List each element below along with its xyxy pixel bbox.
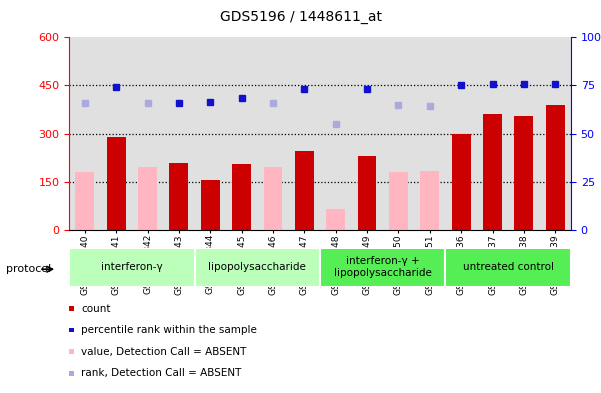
Bar [69, 248, 195, 287]
Bar [546, 105, 565, 230]
Text: lipopolysaccharide: lipopolysaccharide [209, 262, 307, 272]
Bar [232, 164, 251, 230]
Text: untreated control: untreated control [463, 262, 554, 272]
Text: percentile rank within the sample: percentile rank within the sample [81, 325, 257, 335]
Text: value, Detection Call = ABSENT: value, Detection Call = ABSENT [81, 347, 247, 357]
Bar [421, 171, 439, 230]
Bar [75, 172, 94, 230]
Text: rank, Detection Call = ABSENT: rank, Detection Call = ABSENT [81, 368, 242, 378]
Bar [483, 114, 502, 230]
Bar [358, 156, 376, 230]
Text: interferon-γ: interferon-γ [101, 262, 163, 272]
Bar [195, 248, 320, 287]
Bar [138, 167, 157, 230]
Bar [452, 134, 471, 230]
Bar [514, 116, 533, 230]
Text: protocol: protocol [6, 264, 51, 274]
Text: interferon-γ +
lipopolysaccharide: interferon-γ + lipopolysaccharide [334, 257, 432, 278]
Bar [264, 167, 282, 230]
Bar [107, 137, 126, 230]
Bar [389, 172, 408, 230]
Bar [201, 180, 220, 230]
Text: count: count [81, 303, 111, 314]
Bar [295, 151, 314, 230]
Bar [326, 209, 345, 230]
Bar [445, 248, 571, 287]
Bar [169, 162, 188, 230]
Text: GDS5196 / 1448611_at: GDS5196 / 1448611_at [219, 10, 382, 24]
Bar [320, 248, 445, 287]
